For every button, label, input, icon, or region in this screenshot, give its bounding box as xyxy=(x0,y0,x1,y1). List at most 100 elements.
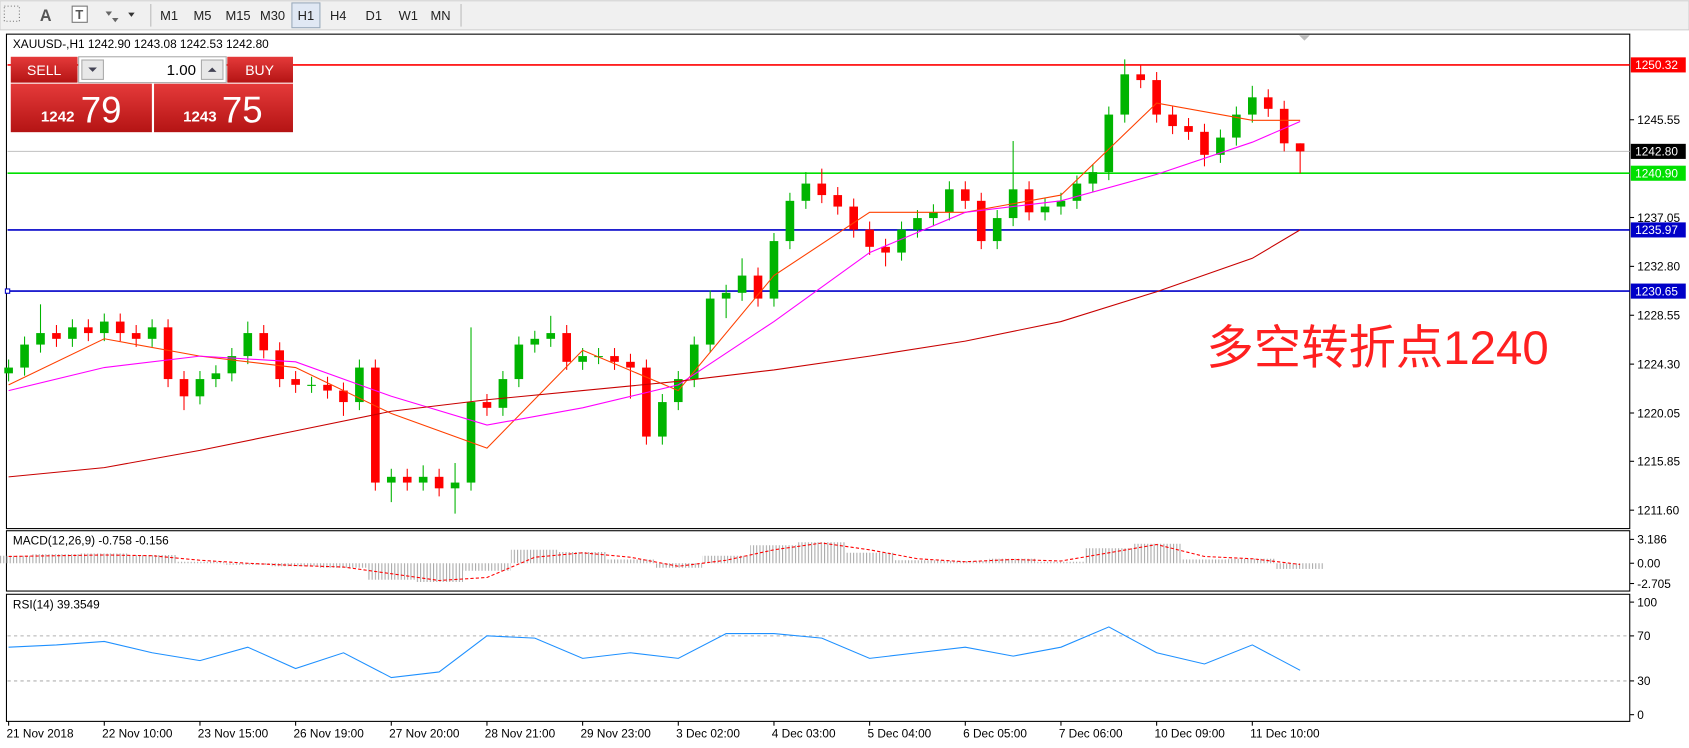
candle-body xyxy=(1216,137,1225,155)
candle-body xyxy=(817,183,827,196)
macd-bar xyxy=(176,561,224,564)
ask-pips: 75 xyxy=(222,89,263,130)
tf-button[interactable]: M5 xyxy=(194,8,212,23)
candle-body xyxy=(418,476,428,483)
candle-body xyxy=(498,379,508,408)
candle-body xyxy=(115,321,125,334)
level-box xyxy=(1630,57,1686,73)
macd-bar xyxy=(1084,548,1133,564)
x-tick-label: 10 Dec 09:00 xyxy=(1154,727,1225,741)
candle-body xyxy=(976,200,986,242)
candle-body xyxy=(1263,97,1273,109)
shift-marker xyxy=(1299,35,1310,41)
x-tick-label: 26 Nov 19:00 xyxy=(293,727,364,741)
candle-body xyxy=(610,356,619,362)
tf-active xyxy=(291,2,321,29)
macd-bar xyxy=(223,563,272,565)
candle-body xyxy=(371,367,380,483)
candle-body xyxy=(753,275,763,299)
main-panel xyxy=(5,33,1631,530)
y-tick-label: 1220.05 xyxy=(1637,406,1680,420)
y-tick-label: -2.705 xyxy=(1637,577,1671,591)
candle-body xyxy=(434,476,444,489)
x-tick-label: 4 Dec 03:00 xyxy=(772,727,836,741)
moving-average xyxy=(8,102,1301,449)
candle-body xyxy=(546,333,556,339)
candle-body xyxy=(1152,80,1161,115)
candle-body xyxy=(52,333,61,339)
down-arrow xyxy=(88,67,97,72)
buy-button[interactable] xyxy=(227,56,293,83)
candle-body xyxy=(4,367,13,374)
sell-label[interactable]: SELL xyxy=(27,62,61,78)
bid-box[interactable] xyxy=(10,83,152,133)
lot-value[interactable]: 1.00 xyxy=(167,62,196,79)
candle-body xyxy=(785,200,795,242)
candle-body xyxy=(131,333,141,339)
candle-body xyxy=(721,292,731,299)
y-tick-label: 3.186 xyxy=(1637,533,1667,547)
toolbar-bg xyxy=(0,0,1689,31)
macd-bar xyxy=(606,559,655,564)
candle-body xyxy=(227,356,237,374)
label-icon[interactable]: T xyxy=(71,5,88,23)
objects-icon[interactable] xyxy=(105,11,135,23)
sell-button[interactable] xyxy=(10,56,78,83)
candle-body xyxy=(1200,131,1209,155)
text-icon[interactable]: A xyxy=(40,7,52,25)
x-tick-label: 22 Nov 10:00 xyxy=(102,727,173,741)
moving-average xyxy=(8,121,1301,426)
candle-body xyxy=(1295,143,1305,152)
crosshair-icon[interactable] xyxy=(3,5,20,22)
candle-body xyxy=(913,218,922,230)
candle-body xyxy=(386,476,396,483)
candle-body xyxy=(243,333,253,357)
candle-body xyxy=(1279,108,1289,144)
level-handle xyxy=(4,288,11,294)
level-box xyxy=(1630,143,1686,159)
macd-bar xyxy=(702,555,751,564)
rsi-header: RSI(14) 39.3549 xyxy=(13,597,100,611)
tf-button[interactable]: M15 xyxy=(225,8,250,23)
x-tick-label: 11 Dec 10:00 xyxy=(1250,727,1320,741)
macd-bar xyxy=(0,555,33,564)
annotation: 多空转折点1240 xyxy=(1206,322,1548,375)
tf-button[interactable]: H1 xyxy=(298,8,314,23)
candle-body xyxy=(514,344,524,380)
macd-bar xyxy=(510,549,559,564)
candle-body xyxy=(881,246,890,253)
tf-button[interactable]: M30 xyxy=(260,8,285,23)
y-tick-label: 1232.80 xyxy=(1637,260,1680,274)
tf-button[interactable]: D1 xyxy=(366,8,382,23)
buy-label[interactable]: BUY xyxy=(245,62,274,78)
candle-body xyxy=(769,241,779,299)
macd-bar xyxy=(654,563,703,568)
candle-body xyxy=(323,384,332,391)
rsi-panel xyxy=(5,593,1631,722)
tf-button[interactable]: MN xyxy=(431,8,451,23)
candle-body xyxy=(865,229,874,247)
y-tick-label: 0 xyxy=(1637,708,1644,722)
candle-body xyxy=(992,218,1002,242)
trade-panel: SELL 1.00 BUY 1242 79 1243 75 xyxy=(10,56,293,133)
macd-bar xyxy=(1276,563,1325,569)
tf-button[interactable]: H4 xyxy=(330,8,347,23)
candle-body xyxy=(960,189,970,201)
tf-button[interactable]: M1 xyxy=(160,8,178,23)
level-label: 1230.65 xyxy=(1635,284,1678,298)
x-tick-label: 28 Nov 21:00 xyxy=(485,727,556,741)
macd-bar xyxy=(1132,543,1181,564)
macd-bar xyxy=(463,563,511,571)
candle-body xyxy=(1247,97,1257,115)
candle-body xyxy=(1104,114,1114,173)
candle-body xyxy=(402,476,412,483)
candle-body xyxy=(737,275,747,293)
tf-button[interactable]: W1 xyxy=(399,8,418,23)
candle-body xyxy=(689,344,699,380)
ask-box[interactable] xyxy=(154,83,293,133)
x-tick-label: 29 Nov 23:00 xyxy=(580,727,651,741)
macd-signal xyxy=(8,542,1301,582)
candle-body xyxy=(658,402,667,437)
candle-body xyxy=(578,356,587,362)
